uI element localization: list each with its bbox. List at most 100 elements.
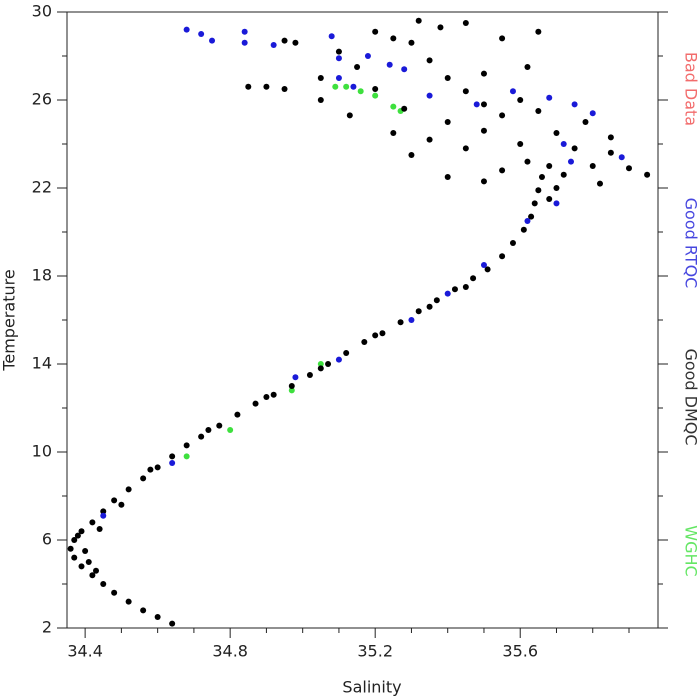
point bbox=[480, 262, 487, 268]
point bbox=[571, 145, 578, 152]
point bbox=[607, 134, 614, 141]
point bbox=[372, 332, 379, 339]
point bbox=[147, 466, 154, 473]
point bbox=[118, 501, 125, 508]
y-axis-label: Temperature bbox=[0, 269, 19, 371]
point bbox=[499, 35, 506, 42]
point bbox=[270, 391, 277, 398]
point bbox=[520, 226, 527, 233]
point bbox=[553, 200, 560, 207]
y-tick-label: 14 bbox=[32, 354, 52, 373]
point bbox=[553, 185, 560, 191]
point bbox=[546, 163, 553, 169]
point bbox=[524, 218, 531, 224]
point bbox=[335, 55, 342, 62]
point bbox=[317, 75, 324, 81]
legend-label: Bad Data bbox=[682, 52, 700, 126]
point bbox=[74, 532, 81, 539]
point bbox=[462, 284, 469, 290]
point bbox=[125, 598, 132, 605]
point bbox=[444, 174, 451, 180]
x-tick-label: 35.6 bbox=[502, 642, 538, 661]
point bbox=[596, 180, 603, 187]
point bbox=[415, 17, 422, 24]
point bbox=[444, 290, 451, 297]
point bbox=[372, 28, 379, 35]
point bbox=[524, 158, 531, 165]
point bbox=[433, 297, 440, 304]
point bbox=[361, 339, 368, 345]
point bbox=[169, 460, 176, 466]
x-tick-label: 35.2 bbox=[357, 642, 393, 661]
point bbox=[517, 97, 524, 103]
point bbox=[426, 92, 433, 99]
point bbox=[96, 526, 103, 532]
point bbox=[343, 350, 350, 356]
point bbox=[205, 427, 212, 433]
point bbox=[426, 57, 433, 64]
point bbox=[292, 374, 299, 381]
point bbox=[480, 101, 487, 108]
point bbox=[332, 83, 339, 90]
point bbox=[644, 171, 651, 178]
point bbox=[241, 39, 248, 46]
point bbox=[245, 83, 252, 90]
point bbox=[401, 66, 408, 73]
legend-label: Good DMQC bbox=[682, 348, 700, 445]
point bbox=[328, 33, 335, 40]
point bbox=[473, 101, 480, 108]
point bbox=[154, 614, 161, 620]
point bbox=[535, 187, 542, 194]
point bbox=[531, 200, 538, 207]
point bbox=[426, 303, 433, 310]
point bbox=[426, 136, 433, 143]
y-tick-label: 2 bbox=[42, 618, 52, 637]
legend-label: Good RTQC bbox=[682, 198, 700, 289]
point bbox=[89, 572, 96, 579]
point bbox=[263, 83, 270, 90]
point bbox=[325, 361, 332, 367]
point bbox=[216, 422, 223, 429]
point bbox=[82, 548, 89, 554]
point bbox=[252, 400, 259, 407]
point bbox=[227, 427, 234, 433]
point bbox=[607, 149, 614, 156]
point bbox=[480, 70, 487, 77]
point bbox=[571, 101, 578, 108]
x-tick-label: 34.8 bbox=[212, 642, 248, 661]
point bbox=[281, 37, 288, 44]
point bbox=[335, 48, 342, 55]
point bbox=[111, 497, 118, 504]
point bbox=[209, 37, 216, 44]
point bbox=[281, 86, 288, 92]
point bbox=[350, 83, 357, 90]
point bbox=[535, 108, 542, 114]
x-axis-label: Salinity bbox=[342, 678, 401, 697]
point bbox=[335, 75, 342, 81]
point bbox=[462, 88, 469, 95]
point bbox=[451, 286, 458, 293]
point bbox=[386, 61, 393, 68]
point bbox=[535, 28, 542, 35]
point bbox=[71, 554, 78, 561]
point bbox=[589, 110, 596, 117]
point bbox=[364, 53, 371, 59]
point bbox=[517, 141, 524, 147]
point bbox=[390, 103, 397, 110]
point bbox=[390, 35, 397, 42]
point bbox=[89, 519, 96, 526]
point bbox=[390, 130, 397, 136]
point bbox=[111, 589, 118, 596]
point bbox=[183, 453, 190, 460]
point bbox=[560, 141, 567, 147]
point bbox=[140, 475, 147, 482]
point bbox=[357, 88, 364, 95]
y-tick-label: 6 bbox=[42, 530, 52, 549]
y-tick-label: 10 bbox=[32, 442, 52, 461]
y-tick-label: 26 bbox=[32, 90, 52, 109]
point bbox=[509, 240, 516, 246]
point bbox=[462, 145, 469, 152]
x-tick-label: 34.4 bbox=[67, 642, 103, 661]
point bbox=[234, 411, 241, 418]
